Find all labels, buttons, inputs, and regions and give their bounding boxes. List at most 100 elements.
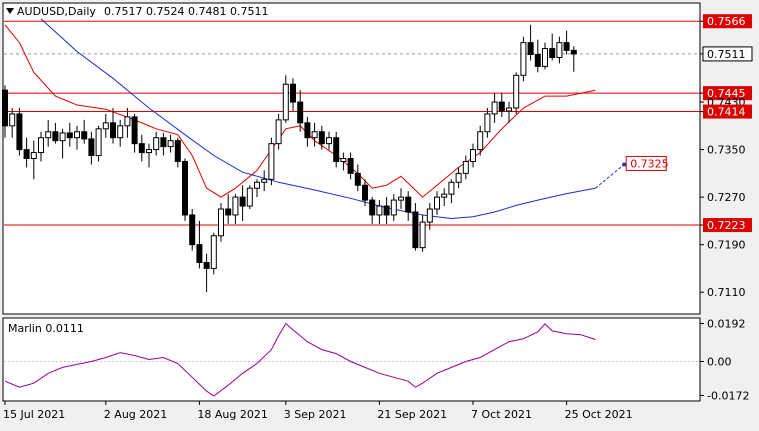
candle (434, 191, 440, 215)
x-tick-label: 7 Oct 2021 (471, 408, 532, 421)
candle (189, 209, 196, 251)
candle-body (239, 196, 246, 207)
current-price-label: 0.7511 (707, 48, 746, 61)
candle (261, 170, 268, 192)
candle-body (174, 140, 181, 162)
candle-body (254, 181, 260, 189)
candle (426, 203, 433, 230)
candle-body (326, 137, 332, 145)
price-badge-label: 0.7414 (707, 106, 746, 119)
candle (455, 167, 462, 189)
candle-body (498, 101, 505, 112)
forecast-point (622, 162, 627, 167)
time-axis: 15 Jul 2021 2 Aug 2021 18 Aug 2021 3 Sep 20… (3, 401, 633, 421)
candle (491, 93, 498, 123)
candle (182, 158, 188, 221)
marlin-y-tick-label: 0.00 (707, 355, 732, 368)
candle-body (110, 122, 116, 139)
candle-body (477, 131, 484, 151)
candle-body (45, 131, 52, 139)
candle-body (318, 131, 325, 145)
candle-body (311, 131, 318, 139)
y-tick-label: 0.7190 (707, 239, 746, 252)
candle-body (333, 137, 340, 162)
candle (146, 143, 152, 168)
candle (282, 75, 289, 123)
candle-body (52, 131, 59, 142)
candle-body (542, 48, 548, 67)
candle-body (549, 48, 556, 58)
candle-body (218, 208, 224, 237)
price-badge (703, 14, 752, 29)
candle (232, 194, 239, 224)
candle-body (232, 196, 239, 216)
candle-body (390, 199, 397, 216)
y-tick-label: 0.7110 (707, 286, 746, 299)
candle (311, 122, 318, 147)
candle-body (210, 235, 217, 269)
candle-body (16, 113, 23, 151)
candle-body (102, 122, 109, 130)
candle-body (340, 158, 347, 162)
price-badge (703, 218, 752, 233)
candle (506, 102, 512, 123)
candle (246, 185, 253, 210)
indicator-panel-frame (2, 317, 701, 402)
candle-body (354, 172, 361, 186)
candle (527, 24, 534, 61)
candle-body (304, 122, 311, 139)
x-tick-label: 3 Sep 2021 (284, 408, 347, 421)
candle-body (347, 158, 354, 174)
candle-body (470, 149, 476, 162)
candle-body (153, 137, 160, 151)
candle (9, 107, 16, 138)
candle-body (9, 113, 16, 127)
candle-body (138, 143, 145, 154)
current-price-badge (702, 46, 753, 62)
candle (398, 188, 404, 210)
candle (30, 140, 37, 180)
candle-body (362, 184, 368, 201)
candle (225, 194, 232, 224)
candle-body (297, 101, 304, 124)
candle-body (290, 83, 296, 103)
candle (340, 152, 347, 171)
candle (167, 134, 174, 153)
x-tick-label: 21 Sep 2021 (377, 408, 447, 421)
candle (254, 179, 260, 198)
candle (326, 131, 332, 150)
candle-body (412, 211, 419, 249)
candle-body (520, 42, 527, 76)
level-lines (4, 20, 700, 226)
candle-body (441, 193, 448, 198)
candle (333, 131, 340, 168)
candle-body (189, 214, 196, 246)
price-badge (703, 104, 752, 119)
candle (102, 113, 109, 138)
candle (110, 107, 116, 144)
candle (462, 155, 469, 180)
candle (124, 107, 131, 138)
collapse-arrow-icon[interactable] (6, 8, 14, 14)
candle (218, 203, 224, 242)
marlin-y-tick-label: 0.0192 (707, 318, 746, 331)
candle-body (246, 187, 253, 207)
candle (275, 113, 282, 150)
price-badge-label: 0.7223 (707, 219, 746, 232)
candle (549, 33, 556, 61)
symbol-label: AUDUSD,Daily (17, 5, 96, 18)
candle (347, 152, 354, 180)
x-tick-label: 25 Oct 2021 (565, 408, 633, 421)
candle-body (182, 160, 188, 216)
candle-body (261, 178, 268, 183)
candle-body (30, 152, 37, 160)
candle-body (556, 42, 563, 58)
candle (354, 164, 361, 192)
candle (196, 220, 203, 269)
price-axis: 0.75660.75110.74450.74300.74140.73500.72… (700, 14, 753, 299)
candle (304, 116, 311, 147)
forecast-line (595, 164, 625, 189)
candle (174, 137, 181, 168)
